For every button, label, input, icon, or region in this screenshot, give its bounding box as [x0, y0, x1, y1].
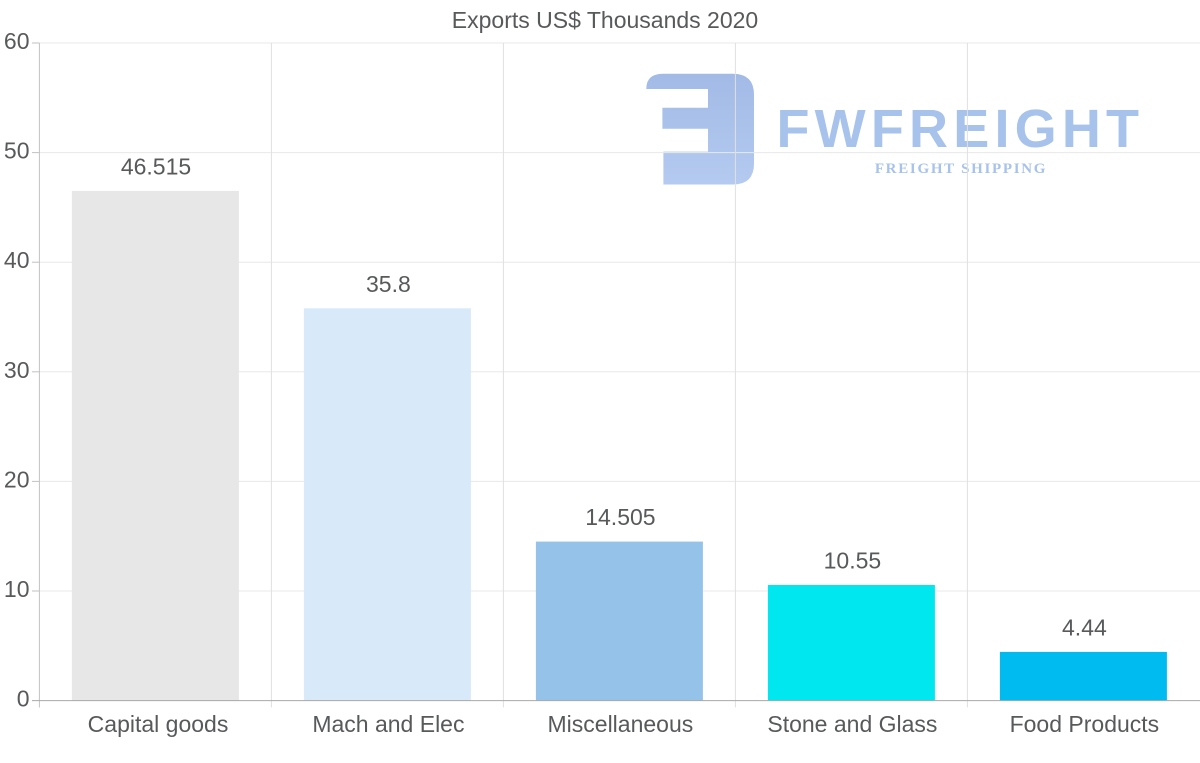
svg-text:30: 30: [4, 357, 30, 383]
svg-text:50: 50: [4, 138, 30, 164]
svg-text:60: 60: [4, 28, 30, 54]
svg-text:FREIGHT SHIPPING: FREIGHT SHIPPING: [875, 161, 1047, 177]
svg-text:0: 0: [17, 686, 30, 712]
svg-text:Food Products: Food Products: [1010, 711, 1160, 737]
svg-text:14.505: 14.505: [585, 504, 655, 530]
svg-text:Capital goods: Capital goods: [88, 711, 229, 737]
svg-text:Mach and Elec: Mach and Elec: [312, 711, 464, 737]
svg-text:10: 10: [4, 576, 30, 602]
svg-text:35.8: 35.8: [366, 271, 411, 297]
svg-text:FWFREIGHT: FWFREIGHT: [777, 99, 1145, 159]
svg-text:Stone and Glass: Stone and Glass: [767, 711, 937, 737]
svg-text:Exports US$ Thousands 2020: Exports US$ Thousands 2020: [452, 7, 758, 33]
svg-text:Miscellaneous: Miscellaneous: [548, 711, 694, 737]
svg-text:46.515: 46.515: [121, 154, 191, 180]
svg-text:4.44: 4.44: [1062, 615, 1107, 641]
svg-text:10.55: 10.55: [824, 548, 882, 574]
svg-text:20: 20: [4, 466, 30, 492]
svg-text:40: 40: [4, 247, 30, 273]
